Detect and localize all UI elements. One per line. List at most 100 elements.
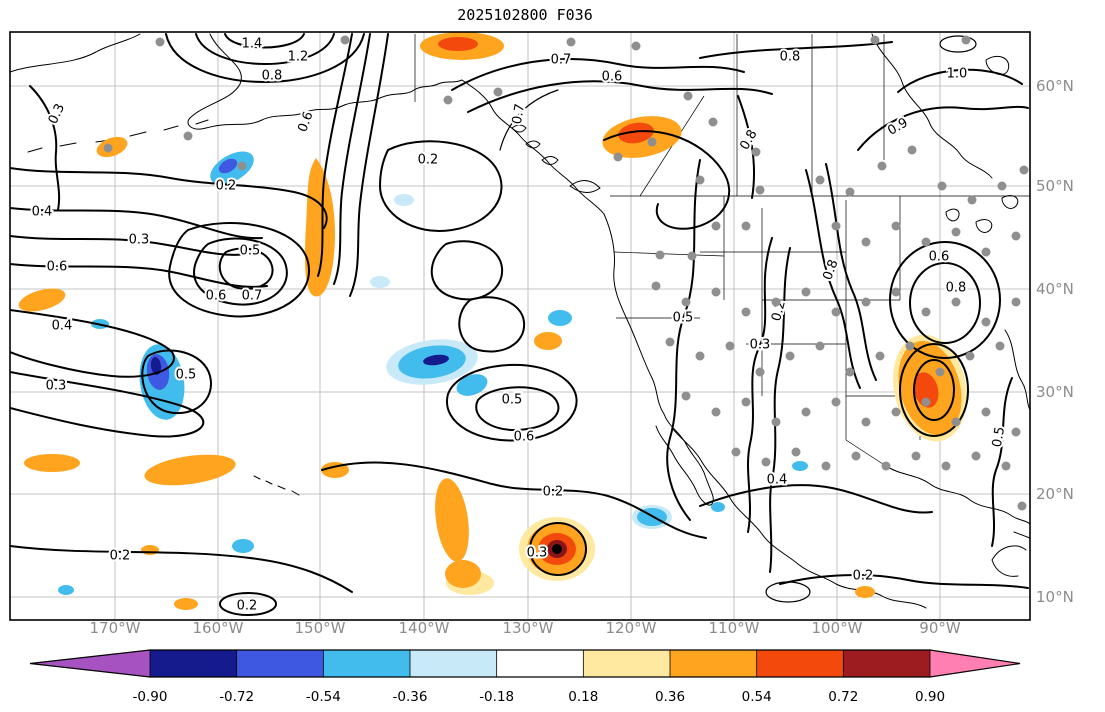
contour-label: 0.5 <box>673 311 694 326</box>
contour-label: 0.2 <box>853 569 874 584</box>
coastline <box>671 427 927 609</box>
station-dot <box>907 145 917 155</box>
lat-tick-label: 60°N <box>1036 77 1074 95</box>
shaded-region <box>394 194 414 206</box>
contour-line <box>529 522 587 576</box>
shaded-region <box>423 354 449 366</box>
station-dot <box>921 237 931 247</box>
station-dot <box>831 307 841 317</box>
station-dot <box>771 297 781 307</box>
lat-tick-label: 40°N <box>1036 280 1074 298</box>
contour-line <box>475 386 560 431</box>
shaded-region <box>618 122 654 144</box>
shaded-region <box>552 544 562 554</box>
coastline <box>945 195 1019 233</box>
station-dot <box>755 367 765 377</box>
contour-label: 0.5 <box>502 393 523 408</box>
station-dot <box>731 447 741 457</box>
colorbar-segment <box>150 650 237 677</box>
contour-line <box>219 592 277 616</box>
contour-line <box>857 105 1029 151</box>
lon-tick-label: 110°W <box>709 619 760 637</box>
contour-line <box>349 33 389 297</box>
station-dot <box>801 287 811 297</box>
coastline <box>253 475 300 496</box>
contour-line <box>430 240 504 301</box>
colorbar-segment <box>756 650 844 677</box>
station-dot <box>861 237 871 247</box>
contour-line <box>224 33 305 49</box>
contour-line <box>321 461 707 539</box>
shaded-region <box>534 332 562 350</box>
contour-label: 0.3 <box>129 233 150 248</box>
station-dot <box>861 417 871 427</box>
shaded-region <box>855 586 875 598</box>
coastline <box>985 55 1010 75</box>
contour-label: 0.4 <box>32 205 53 220</box>
contour-line <box>467 80 773 113</box>
contour-line <box>218 247 274 290</box>
station-dot <box>711 287 721 297</box>
lat-tick-label: 30°N <box>1036 383 1074 401</box>
contour-label: 0.6 <box>602 70 623 85</box>
coastline <box>885 465 1030 525</box>
station-dot <box>951 297 961 307</box>
station-dot <box>801 407 811 417</box>
lon-tick-label: 100°W <box>812 619 863 637</box>
station-dot <box>681 297 691 307</box>
station-dot <box>183 131 193 141</box>
contour-label: 0.2 <box>543 485 564 500</box>
contour-label: 0.6 <box>47 260 68 275</box>
station-dot <box>340 35 350 45</box>
station-dot <box>687 251 697 261</box>
contour-label: 0.6 <box>514 430 535 445</box>
shaded-region <box>18 288 66 312</box>
colorbar-outline <box>29 649 1021 678</box>
colorbar-tick-label: 0.36 <box>655 689 685 705</box>
contour-line <box>779 574 1029 589</box>
contour-line <box>333 33 371 285</box>
station-dot <box>981 247 991 257</box>
station-dot <box>237 161 247 171</box>
station-dot <box>1019 165 1029 175</box>
contour-line <box>10 235 249 256</box>
shaded-region <box>304 158 336 297</box>
station-dot <box>695 351 705 361</box>
station-dot <box>831 397 841 407</box>
station-dot <box>493 87 503 97</box>
contour-label: 0.2 <box>110 549 131 564</box>
contour-label: 0.7 <box>551 53 572 68</box>
station-dot <box>725 341 735 351</box>
station-dot <box>965 351 975 361</box>
station-dot <box>921 307 931 317</box>
station-dot <box>815 175 825 185</box>
chart-title: 2025102800 F036 <box>457 6 593 24</box>
colorbar-segment <box>583 650 670 677</box>
station-dot <box>861 297 871 307</box>
shaded-region <box>141 545 159 555</box>
contour-line <box>991 377 1013 547</box>
contour-line <box>939 35 977 53</box>
station-dot <box>791 447 801 457</box>
coastline <box>511 124 601 193</box>
colorbar-tick-label: -0.72 <box>219 689 254 705</box>
contour-label: 0.6 <box>929 250 950 265</box>
contour-line <box>769 247 791 573</box>
shaded-region <box>913 372 939 408</box>
station-dot <box>695 175 705 185</box>
contour-label: 0.2 <box>418 153 439 168</box>
station-dot <box>1011 231 1021 241</box>
station-dot <box>751 147 761 157</box>
station-dot <box>711 407 721 417</box>
contour-line <box>10 309 175 378</box>
station-dot <box>785 351 795 361</box>
contour-label: 1.4 <box>242 37 263 52</box>
contour-line <box>897 68 1023 93</box>
contour-line <box>10 207 263 240</box>
station-dot <box>155 37 165 47</box>
station-dot <box>815 341 825 351</box>
station-dot <box>1017 501 1027 511</box>
station-dot <box>891 221 901 231</box>
station-dot <box>655 250 665 260</box>
lon-tick-label: 160°W <box>193 619 244 637</box>
